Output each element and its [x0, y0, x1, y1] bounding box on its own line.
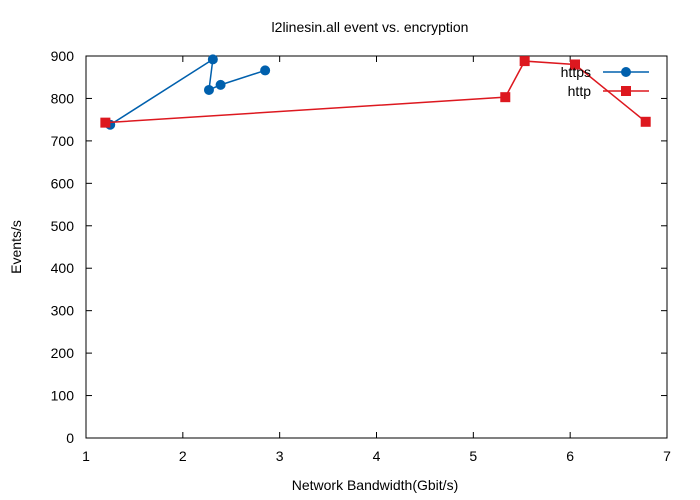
legend: https http	[561, 64, 649, 99]
y-tick-label: 100	[51, 388, 75, 404]
legend-label: http	[568, 83, 592, 99]
x-tick-label: 5	[469, 448, 477, 464]
legend-item-http: http	[568, 83, 649, 99]
x-tick-label: 3	[276, 448, 284, 464]
y-axis-title: Events/s	[8, 220, 24, 274]
data-point-https	[203, 84, 214, 95]
y-tick-label: 800	[51, 90, 75, 106]
y-tick-label: 300	[51, 303, 75, 319]
y-tick-label: 700	[51, 133, 75, 149]
legend-item-https: https	[561, 64, 649, 80]
y-tick-label: 400	[51, 260, 75, 276]
y-tick-label: 500	[51, 218, 75, 234]
data-point-http	[100, 117, 111, 128]
data-point-http	[519, 56, 530, 67]
x-axis: 1 2 3 4 5 6 7	[82, 56, 671, 464]
series-http	[100, 56, 651, 128]
y-tick-label: 900	[51, 48, 75, 64]
plot-frame	[85, 55, 668, 439]
data-point-http	[570, 59, 581, 70]
x-tick-label: 6	[566, 448, 574, 464]
x-tick-label: 4	[373, 448, 381, 464]
series-layer	[100, 54, 651, 130]
data-point-https	[215, 79, 226, 90]
x-tick-label: 1	[82, 448, 90, 464]
y-tick-label: 600	[51, 175, 75, 191]
legend-marker	[621, 67, 631, 77]
data-point-https	[207, 54, 218, 65]
legend-marker	[621, 86, 631, 96]
x-axis-title: Network Bandwidth(Gbit/s)	[292, 477, 459, 493]
x-tick-label: 7	[663, 448, 671, 464]
series-line-https	[109, 57, 266, 126]
series-https	[105, 54, 271, 130]
legend-label: https	[561, 64, 591, 80]
data-point-http	[640, 116, 651, 127]
chart-title: l2linesin.all event vs. encryption	[272, 19, 469, 35]
data-point-https	[260, 65, 271, 76]
data-point-http	[500, 92, 511, 103]
y-axis: 0 100 200 300 400 500 600 700 800 900	[51, 48, 667, 446]
y-tick-label: 0	[66, 430, 74, 446]
x-tick-label: 2	[179, 448, 187, 464]
y-tick-label: 200	[51, 345, 75, 361]
